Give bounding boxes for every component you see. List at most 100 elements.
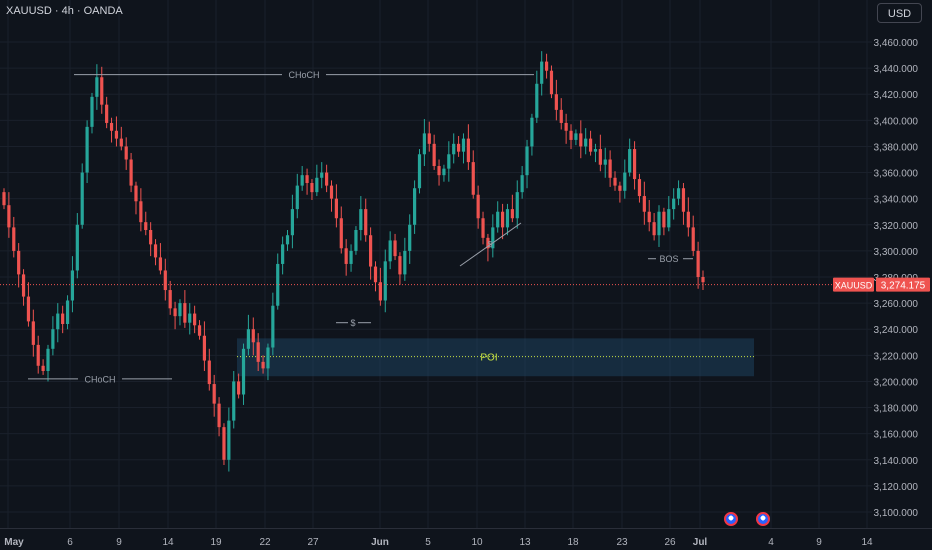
x-tick-label: 6 [67, 537, 73, 548]
y-tick-label: 3,100.000 [874, 508, 919, 519]
candle-body [437, 166, 441, 176]
y-tick-label: 3,240.000 [874, 325, 919, 336]
candle-body [540, 61, 544, 84]
y-tick-label: 3,260.000 [874, 299, 919, 310]
x-tick-label: 23 [616, 537, 628, 548]
candle-body [476, 194, 480, 219]
candle-body [613, 177, 617, 186]
y-tick-label: 3,180.000 [874, 404, 919, 415]
candle-body [496, 211, 500, 228]
candle-body [149, 230, 153, 245]
candle-body [530, 117, 534, 147]
candle-body [349, 250, 353, 264]
candle-body [207, 360, 211, 385]
candle-body [637, 179, 642, 197]
candle-body [124, 146, 128, 160]
x-tick-label: 9 [116, 537, 122, 548]
candle-body [271, 305, 275, 348]
candle-body [452, 143, 456, 155]
candle-body [632, 149, 637, 180]
candle-body [442, 168, 446, 176]
candle-body [662, 211, 666, 228]
candle-body [344, 248, 348, 264]
candle-body [197, 325, 202, 336]
candle-body [364, 209, 368, 236]
candle-body [544, 61, 549, 71]
candle-body [183, 303, 187, 323]
candle-body [285, 235, 290, 245]
candle-body [628, 149, 632, 173]
choch-bottom-label: CHoCH [84, 374, 115, 384]
candle-body [158, 257, 163, 271]
candle-body [505, 209, 510, 228]
candle-body [378, 282, 382, 301]
price-tag [876, 277, 930, 292]
candle-body [295, 185, 299, 210]
candle-body [266, 347, 270, 369]
candle-body [696, 250, 700, 277]
candle-body [593, 149, 598, 152]
candle-body [500, 211, 505, 228]
candle-body [56, 313, 60, 330]
trendline-label: $ [488, 240, 493, 249]
x-tick-label: 13 [519, 537, 531, 548]
candle-body [217, 403, 221, 428]
candle-body [447, 154, 451, 169]
y-tick-label: 3,320.000 [874, 221, 919, 232]
candle-body [359, 209, 363, 230]
candle-body [393, 240, 397, 257]
candle-body [134, 185, 138, 202]
x-tick-label: 14 [861, 537, 873, 548]
candle-body [100, 77, 104, 105]
candle-body [432, 143, 436, 167]
candle-body [339, 218, 343, 249]
us-flag-icon[interactable] [724, 512, 738, 526]
candle-body [422, 133, 426, 155]
candle-body [456, 143, 461, 152]
candle-body [608, 159, 612, 178]
candle-body [212, 384, 216, 404]
candle-body [241, 348, 246, 395]
candle-body [168, 290, 172, 309]
candle-body [193, 313, 197, 326]
candle-body [408, 224, 412, 251]
candle-body [114, 130, 119, 139]
liquidity-label: $ [350, 318, 355, 328]
symbol-tag [833, 277, 874, 292]
candle-body [105, 104, 109, 123]
candle-body [7, 205, 11, 228]
candle-body [173, 308, 177, 317]
candle-body [329, 185, 334, 199]
candle-body [486, 237, 490, 249]
candle-body [46, 348, 50, 371]
y-tick-label: 3,420.000 [874, 90, 919, 101]
candle-body [237, 381, 241, 395]
candle-body [144, 222, 148, 230]
candle-body [569, 130, 573, 140]
y-tick-label: 3,440.000 [874, 64, 919, 75]
x-tick-label: Jun [371, 537, 389, 548]
currency-button[interactable]: USD [877, 3, 922, 23]
candle-body [41, 365, 45, 371]
candle-body [603, 159, 607, 165]
y-tick-label: 3,120.000 [874, 482, 919, 493]
candle-body [510, 209, 514, 219]
candle-body [334, 198, 338, 219]
candle-body [290, 209, 294, 236]
candle-body [623, 172, 627, 191]
candle-body [642, 196, 646, 212]
candle-body [618, 185, 622, 191]
us-flag-icon[interactable] [756, 512, 770, 526]
candle-body [36, 344, 40, 366]
candle-body [481, 218, 485, 238]
candle-body [373, 266, 378, 283]
candle-body [515, 192, 519, 219]
candle-body [75, 224, 79, 271]
candle-body [65, 300, 70, 324]
candle-body [354, 230, 358, 251]
candle-body [251, 329, 255, 343]
candle-body [109, 122, 114, 131]
y-tick-label: 3,300.000 [874, 247, 919, 258]
candle-body [26, 296, 31, 322]
